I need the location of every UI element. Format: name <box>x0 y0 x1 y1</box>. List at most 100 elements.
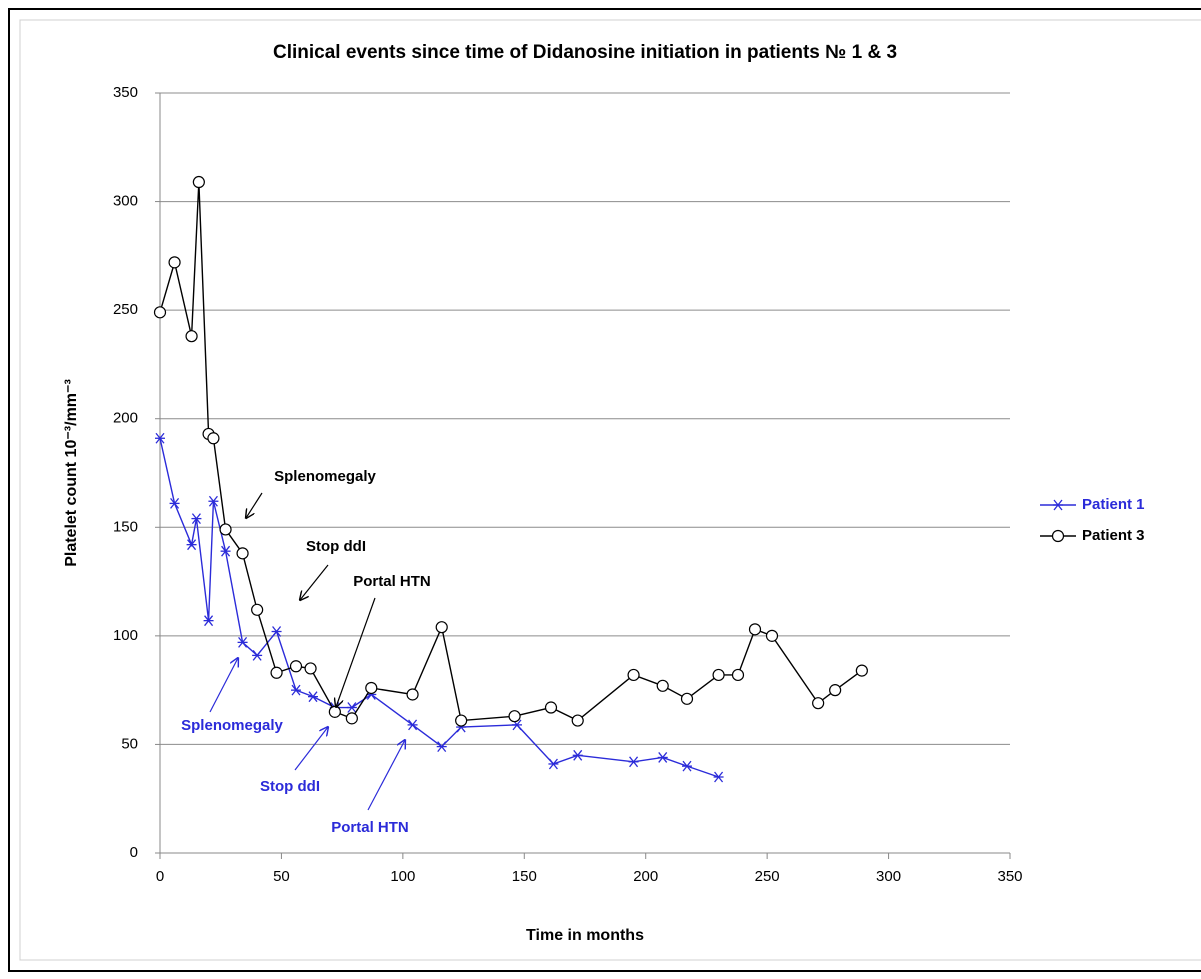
point <box>748 623 762 636</box>
point <box>271 626 282 637</box>
point <box>252 649 263 661</box>
point <box>765 629 779 642</box>
point <box>508 710 521 723</box>
point <box>407 719 418 731</box>
legend-label: Patient 1 <box>1082 496 1145 513</box>
point-stroke <box>658 752 668 763</box>
point <box>251 603 264 616</box>
point <box>219 523 232 536</box>
y-tick-label: 50 <box>121 735 138 752</box>
point <box>328 705 341 718</box>
point-stroke <box>347 702 357 713</box>
point-stroke <box>437 741 447 753</box>
point <box>207 432 220 445</box>
point <box>680 692 694 705</box>
annotation: Stop ddI <box>260 778 320 795</box>
y-tick-label: 350 <box>113 84 138 101</box>
point <box>308 691 318 703</box>
point <box>155 432 165 444</box>
point <box>812 697 825 710</box>
annotation-arrow <box>246 492 263 518</box>
point-stroke <box>629 756 639 768</box>
point <box>169 497 180 509</box>
point <box>270 666 283 679</box>
point-stroke <box>208 495 218 507</box>
legend-marker <box>1053 499 1063 511</box>
x-tick-label: 100 <box>390 868 415 885</box>
annotation-arrow <box>336 597 376 707</box>
point-stroke <box>573 749 583 761</box>
point <box>628 756 639 768</box>
annotation: Portal HTN <box>353 573 431 590</box>
point-stroke <box>191 513 201 525</box>
point <box>656 679 669 692</box>
point <box>191 513 202 525</box>
y-tick-label: 300 <box>113 193 138 210</box>
point <box>548 758 559 770</box>
point-stroke <box>291 684 301 696</box>
annotation-arrow <box>300 564 329 600</box>
x-tick-label: 50 <box>273 868 290 885</box>
point-stroke <box>221 545 231 557</box>
point <box>712 668 725 682</box>
point <box>436 741 447 753</box>
point <box>153 306 167 319</box>
y-tick-label: 150 <box>113 518 138 535</box>
point <box>291 684 301 696</box>
point <box>406 688 419 701</box>
point <box>365 681 378 695</box>
legend-label: Patient 3 <box>1082 527 1145 544</box>
point <box>657 752 668 763</box>
point <box>345 712 358 725</box>
annotation-arrow <box>209 658 238 713</box>
point-stroke <box>714 771 724 783</box>
point <box>208 495 219 507</box>
annotation-arrow <box>294 727 328 771</box>
x-tick-label: 350 <box>997 868 1022 885</box>
chart-border <box>19 19 1201 961</box>
point <box>346 702 357 713</box>
point-stroke <box>252 649 262 661</box>
point <box>682 760 692 772</box>
point <box>435 621 448 634</box>
point-stroke <box>187 539 197 551</box>
x-tick-label: 200 <box>633 868 658 885</box>
annotation: Splenomegaly <box>181 717 283 734</box>
y-tick-label: 100 <box>113 627 138 644</box>
point <box>829 684 842 697</box>
chart-title: Clinical events since time of Didanosine… <box>273 42 897 63</box>
point <box>627 668 640 682</box>
x-tick-label: 300 <box>876 868 901 885</box>
point <box>186 539 197 551</box>
annotation: Portal HTN <box>331 819 409 836</box>
x-tick-label: 250 <box>755 868 780 885</box>
point-stroke <box>308 691 318 703</box>
frame <box>8 8 1201 972</box>
annotation: Stop ddI <box>306 538 366 555</box>
point-stroke <box>155 432 165 444</box>
y-tick-label: 250 <box>113 301 138 318</box>
point-stroke <box>204 615 214 627</box>
point <box>304 662 317 675</box>
point <box>192 175 205 189</box>
point <box>168 256 181 269</box>
point <box>220 545 231 557</box>
point <box>572 749 583 761</box>
point <box>713 771 724 783</box>
point <box>455 714 468 727</box>
annotation-arrow <box>367 740 405 811</box>
point <box>289 660 303 673</box>
point-stroke <box>1053 499 1063 511</box>
y-tick-label: 0 <box>130 844 138 861</box>
point-stroke <box>238 636 248 648</box>
y-axis-label: Platelet count 10⁻³/mm⁻³ <box>63 379 80 567</box>
point-stroke <box>548 758 558 770</box>
point <box>236 547 249 560</box>
point-stroke <box>170 497 180 509</box>
point <box>185 330 198 343</box>
point <box>571 714 584 727</box>
point <box>203 615 214 627</box>
point <box>544 701 558 714</box>
point <box>855 664 868 677</box>
